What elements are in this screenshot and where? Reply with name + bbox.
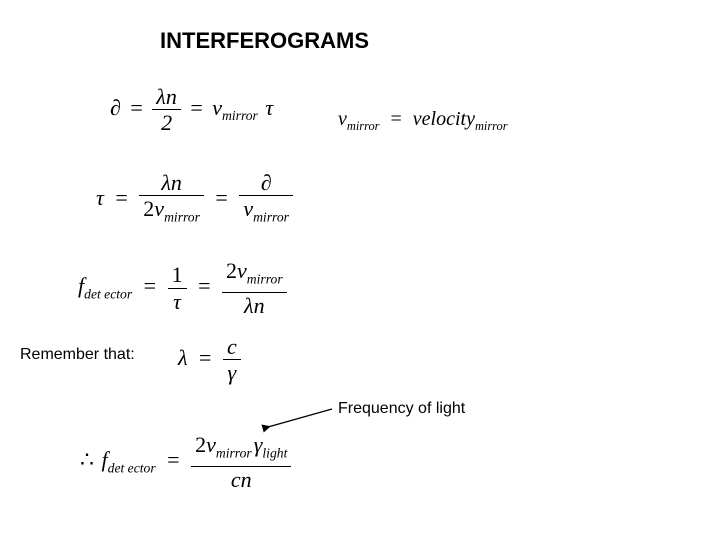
sub-mirror: mirror (222, 108, 258, 123)
word-velocity: velocity (413, 108, 475, 130)
sym-eq: = (209, 185, 233, 210)
sym-eq: = (161, 447, 185, 472)
sub-detector: det ector (84, 286, 132, 301)
equation-opd: ∂ = λn 2 = νmirror τ (110, 84, 273, 136)
sym-tau: τ (263, 95, 273, 120)
frac-1-over-tau: 1 τ (168, 262, 187, 314)
sym-eq: = (192, 273, 216, 298)
sym-lambda: λ (178, 345, 188, 370)
frac-2nu-over-lambdan: 2νmirror λn (222, 258, 287, 318)
frac-den: 2 (152, 110, 181, 135)
frac-num: c (223, 334, 241, 360)
sub-detector: det ector (108, 460, 156, 475)
frac-den: λn (222, 293, 287, 318)
frac-den: γ (223, 360, 241, 385)
sym-nu: ν (338, 108, 347, 130)
frac-num: 1 (168, 262, 187, 288)
remember-label: Remember that: (20, 346, 135, 364)
frac-den: cn (191, 467, 291, 492)
frac-den: 2νmirror (139, 196, 204, 230)
sub-mirror: mirror (475, 119, 508, 133)
frac-c-over-gamma: c γ (223, 334, 241, 386)
frequency-of-light-label: Frequency of light (338, 400, 465, 418)
frac-num: 2νmirror (222, 258, 287, 293)
sym-therefore: ∴ (80, 447, 96, 472)
frac-num: 2νmirrorγlight (191, 432, 291, 467)
sym-tau: τ (96, 185, 104, 210)
frac-final: 2νmirrorγlight cn (191, 432, 291, 492)
equation-final: ∴ fdet ector = 2νmirrorγlight cn (80, 432, 291, 492)
frac-den: τ (168, 289, 187, 314)
sym-eq: = (186, 95, 206, 120)
page-title: INTERFEROGRAMS (160, 28, 369, 54)
equation-lambda: λ = c γ (178, 334, 241, 386)
arrow-icon (260, 403, 336, 433)
frac-num: ∂ (239, 170, 293, 196)
equation-velocity-def: νmirror = velocitymirror (338, 108, 508, 134)
frac-lambdan-over-2: λn 2 (152, 84, 181, 136)
sym-eq: = (109, 185, 133, 210)
frac-partial-over-nu: ∂ νmirror (239, 170, 293, 230)
sym-eq: = (193, 345, 217, 370)
sym-eq: = (126, 95, 146, 120)
frac-num: λn (139, 170, 204, 196)
frac-num: λn (152, 84, 181, 110)
frac-den: νmirror (239, 196, 293, 230)
sym-eq: = (138, 273, 162, 298)
equation-tau: τ = λn 2νmirror = ∂ νmirror (96, 170, 293, 230)
sub-mirror: mirror (347, 119, 380, 133)
sym-partial: ∂ (110, 95, 121, 120)
sym-eq: = (384, 108, 407, 130)
equation-fdetector: fdet ector = 1 τ = 2νmirror λn (78, 258, 287, 318)
sym-nu: ν (212, 95, 222, 120)
slide: INTERFEROGRAMS ∂ = λn 2 = νmirror τ νmir… (0, 0, 720, 540)
frac-lambdan-over-2nu: λn 2νmirror (139, 170, 204, 230)
